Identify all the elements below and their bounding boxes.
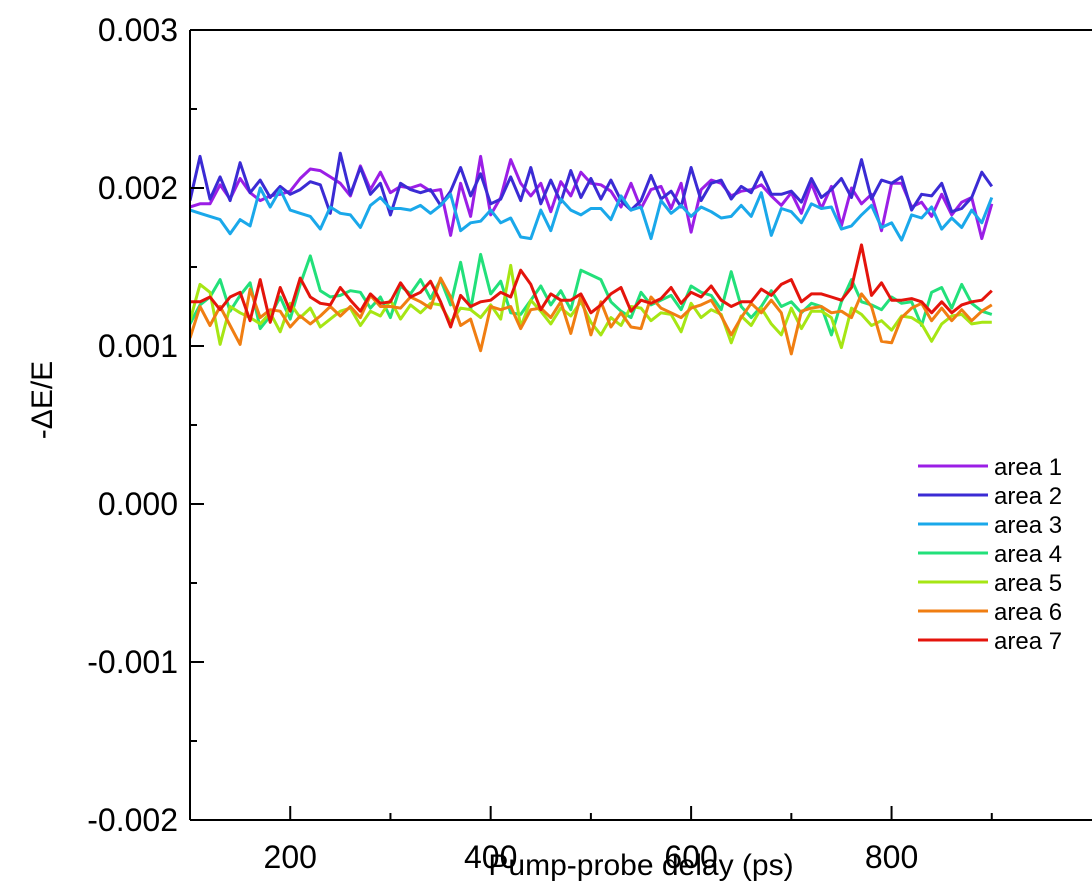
legend-label-3: area 3: [994, 512, 1062, 539]
y-tick-label: 0.000: [98, 486, 178, 522]
legend-label-4: area 4: [994, 541, 1062, 568]
series-line-3: [190, 186, 994, 242]
series-line-4: [190, 252, 993, 337]
axis-layer: [189, 29, 1092, 821]
series-line-7: [190, 243, 993, 329]
x-tick-label: 400: [464, 839, 517, 875]
y-tick-label: -0.002: [87, 802, 178, 838]
series-line-6: [190, 276, 993, 356]
tick-layer: 200 400 600 800 -0.002 -0.001 0.000 0.001 0.002 0…: [87, 12, 993, 875]
legend-label-7: area 7: [994, 628, 1062, 655]
x-tick-label: 600: [664, 839, 717, 875]
y-tick-label: 0.002: [98, 170, 178, 206]
series-line-1: [190, 154, 994, 241]
legend-label-6: area 6: [994, 599, 1062, 626]
y-tick-label: -0.001: [87, 644, 178, 680]
x-tick-label: 800: [865, 839, 918, 875]
y-axis-title: -ΔE/E: [26, 361, 59, 439]
y-tick-label: 0.001: [98, 328, 178, 364]
legend-label-2: area 2: [994, 483, 1062, 510]
series-layer: [190, 151, 994, 356]
x-tick-label: 200: [264, 839, 317, 875]
legend-label-5: area 5: [994, 570, 1062, 597]
series-line-5: [190, 263, 992, 350]
y-tick-label: 0.003: [98, 12, 178, 48]
legend-label-1: area 1: [994, 454, 1062, 481]
x-axis-title: Pump-probe delay (ps): [488, 849, 793, 882]
series-line-2: [190, 151, 994, 217]
